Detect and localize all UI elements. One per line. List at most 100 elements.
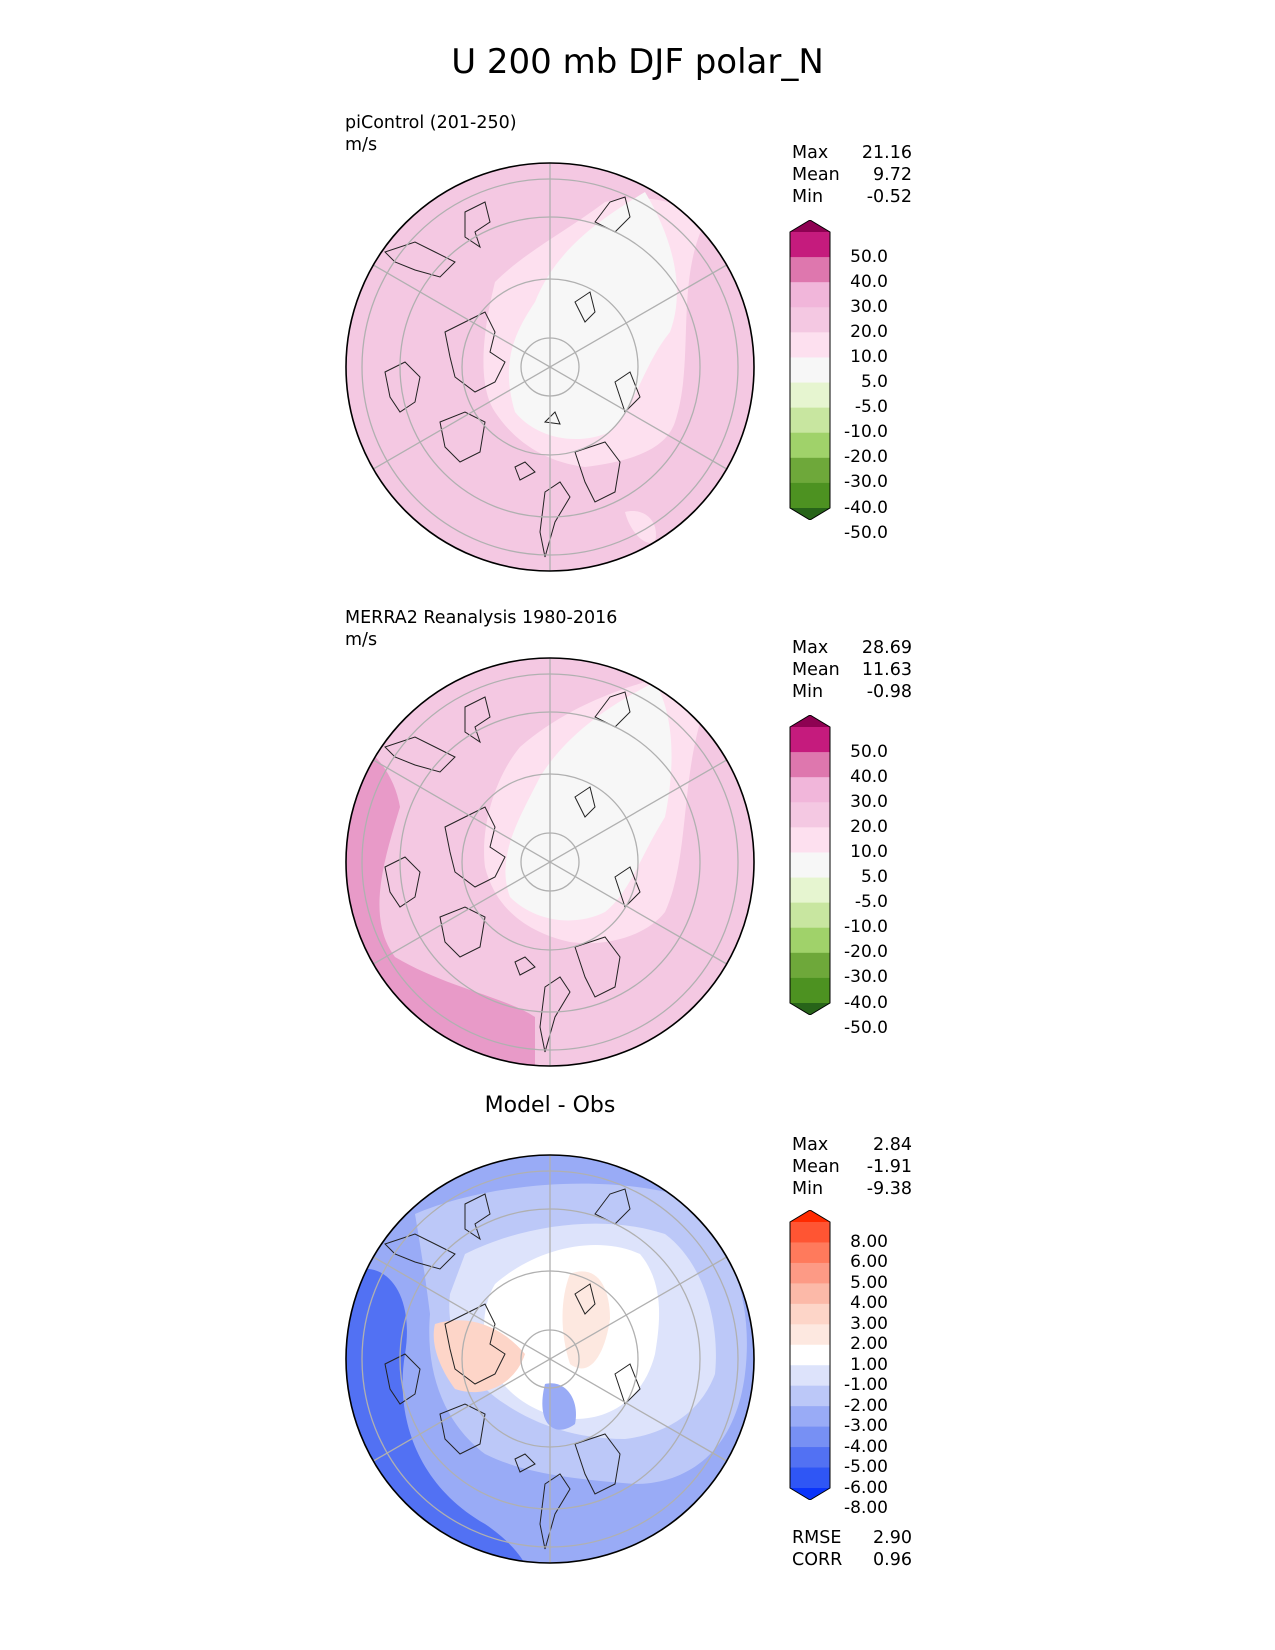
graticule <box>361 1155 739 1563</box>
stat-min-value: -0.98 <box>866 682 912 702</box>
stat-mean-label: Mean <box>792 165 840 185</box>
colorbar-tick-label: 10.0 <box>850 346 888 367</box>
colorbar-segment <box>790 1385 830 1407</box>
colorbar-segment <box>790 1210 830 1222</box>
colorbar-segment <box>790 752 830 778</box>
stat-max-value: 21.16 <box>861 143 912 163</box>
stat-min-label: Min <box>792 187 824 207</box>
colorbar <box>789 1210 831 1500</box>
colorbar-segment <box>790 1406 830 1428</box>
colorbar-segment <box>790 1488 830 1500</box>
colorbar-tick-label: 1.00 <box>850 1354 888 1375</box>
panel-title: Model - Obs <box>484 1093 616 1118</box>
map-border <box>345 657 755 1067</box>
page-title: U 200 mb DJF polar_N <box>451 42 824 82</box>
panel-units: m/s <box>345 630 378 650</box>
colorbar-tick-label: 30.0 <box>850 791 888 812</box>
colorbar-segment <box>790 282 830 308</box>
stat-mean-value: 11.63 <box>861 660 912 680</box>
colorbar-tick-label: -30.0 <box>844 472 888 493</box>
colorbar-tick-label: 40.0 <box>850 766 888 787</box>
field-contour <box>346 737 535 1066</box>
colorbar-outline <box>789 715 831 1015</box>
graticule <box>361 163 739 571</box>
polar-map <box>345 162 755 572</box>
colorbar-segment <box>790 257 830 283</box>
corr-value: 0.96 <box>873 1550 912 1570</box>
colorbar-segment <box>790 852 830 879</box>
field-contour <box>433 1320 525 1393</box>
colorbar-segment <box>790 357 830 384</box>
colorbar-tick-label: 5.00 <box>850 1272 888 1293</box>
colorbar-segment <box>790 1365 830 1387</box>
panel-picontrol: piControl (201-250) m/s <box>0 112 1275 572</box>
colorbar-segment <box>790 508 830 520</box>
colorbar-tick-label: -20.0 <box>844 942 888 963</box>
colorbar-tick-label: -4.00 <box>844 1436 888 1457</box>
colorbar-segment <box>790 332 830 358</box>
colorbar-tick-label: -6.00 <box>844 1477 888 1498</box>
stat-mean-label: Mean <box>792 660 840 680</box>
colorbar-tick-label: -8.00 <box>844 1497 888 1518</box>
colorbar-outline <box>789 1210 831 1500</box>
colorbar-segment <box>790 307 830 333</box>
colorbar-tick-label: 5.0 <box>860 867 888 888</box>
colorbar-segment <box>790 1426 830 1448</box>
colorbar-segment <box>790 952 830 979</box>
colorbar-tick-label: 10.0 <box>850 841 888 862</box>
colorbar-segment <box>790 382 830 409</box>
stat-mean-value: -1.91 <box>866 1157 912 1177</box>
colorbar-segment <box>790 1447 830 1469</box>
colorbar-segment <box>790 727 830 753</box>
polar-map <box>345 1154 755 1564</box>
field-contour <box>542 1383 576 1430</box>
colorbar-outline <box>789 220 831 520</box>
rmse-label: RMSE <box>792 1528 842 1548</box>
colorbar-segment <box>790 1324 830 1346</box>
field-contour <box>625 511 656 543</box>
rmse-value: 2.90 <box>873 1528 912 1548</box>
colorbar-tick-label: 20.0 <box>850 321 888 342</box>
panel-title: MERRA2 Reanalysis 1980-2016 <box>345 608 618 628</box>
colorbar-segment <box>790 1003 830 1015</box>
colorbar-segment <box>790 220 830 232</box>
colorbar-tick-label: 40.0 <box>850 271 888 292</box>
colorbar-segment <box>790 877 830 904</box>
colorbar-segment <box>790 977 830 1004</box>
colorbar-tick-label: 6.00 <box>850 1252 888 1273</box>
colorbar <box>789 715 831 1015</box>
stat-max-value: 2.84 <box>873 1135 912 1155</box>
colorbar-segment <box>790 1262 830 1284</box>
stat-max-label: Max <box>792 1135 829 1155</box>
colorbar <box>789 220 831 520</box>
colorbar-tick-label: -50.0 <box>844 1017 888 1038</box>
colorbar-segment <box>790 482 830 509</box>
stat-min-label: Min <box>792 1179 824 1199</box>
colorbar-tick-label: -40.0 <box>844 497 888 518</box>
stat-min-value: -0.52 <box>866 187 912 207</box>
stat-min-value: -9.38 <box>866 1179 912 1199</box>
colorbar-tick-label: -3.00 <box>844 1416 888 1437</box>
panel-units: m/s <box>345 135 378 155</box>
corr-label: CORR <box>792 1550 843 1570</box>
colorbar-tick-label: -10.0 <box>844 917 888 938</box>
colorbar-segment <box>790 715 830 727</box>
field-contour <box>508 192 677 440</box>
panel-difference: Model - Obs <box>0 1093 1275 1572</box>
colorbar-tick-label: 2.00 <box>850 1334 888 1355</box>
colorbar-tick-label: 4.00 <box>850 1293 888 1314</box>
stat-max-label: Max <box>792 143 829 163</box>
colorbar-segment <box>790 902 830 929</box>
colorbar-tick-label: -1.00 <box>844 1375 888 1396</box>
colorbar-tick-label: 20.0 <box>850 816 888 837</box>
stat-mean-value: 9.72 <box>873 165 912 185</box>
colorbar-tick-label: 30.0 <box>850 296 888 317</box>
stat-max-label: Max <box>792 638 829 658</box>
colorbar-segment <box>790 802 830 828</box>
colorbar-tick-label: 50.0 <box>850 741 888 762</box>
graticule <box>361 658 739 1066</box>
stat-min-label: Min <box>792 682 824 702</box>
panel-merra2: MERRA2 Reanalysis 1980-2016 m/s <box>0 607 1275 1067</box>
colorbar-segment <box>790 457 830 484</box>
colorbar-tick-label: 3.00 <box>850 1313 888 1334</box>
